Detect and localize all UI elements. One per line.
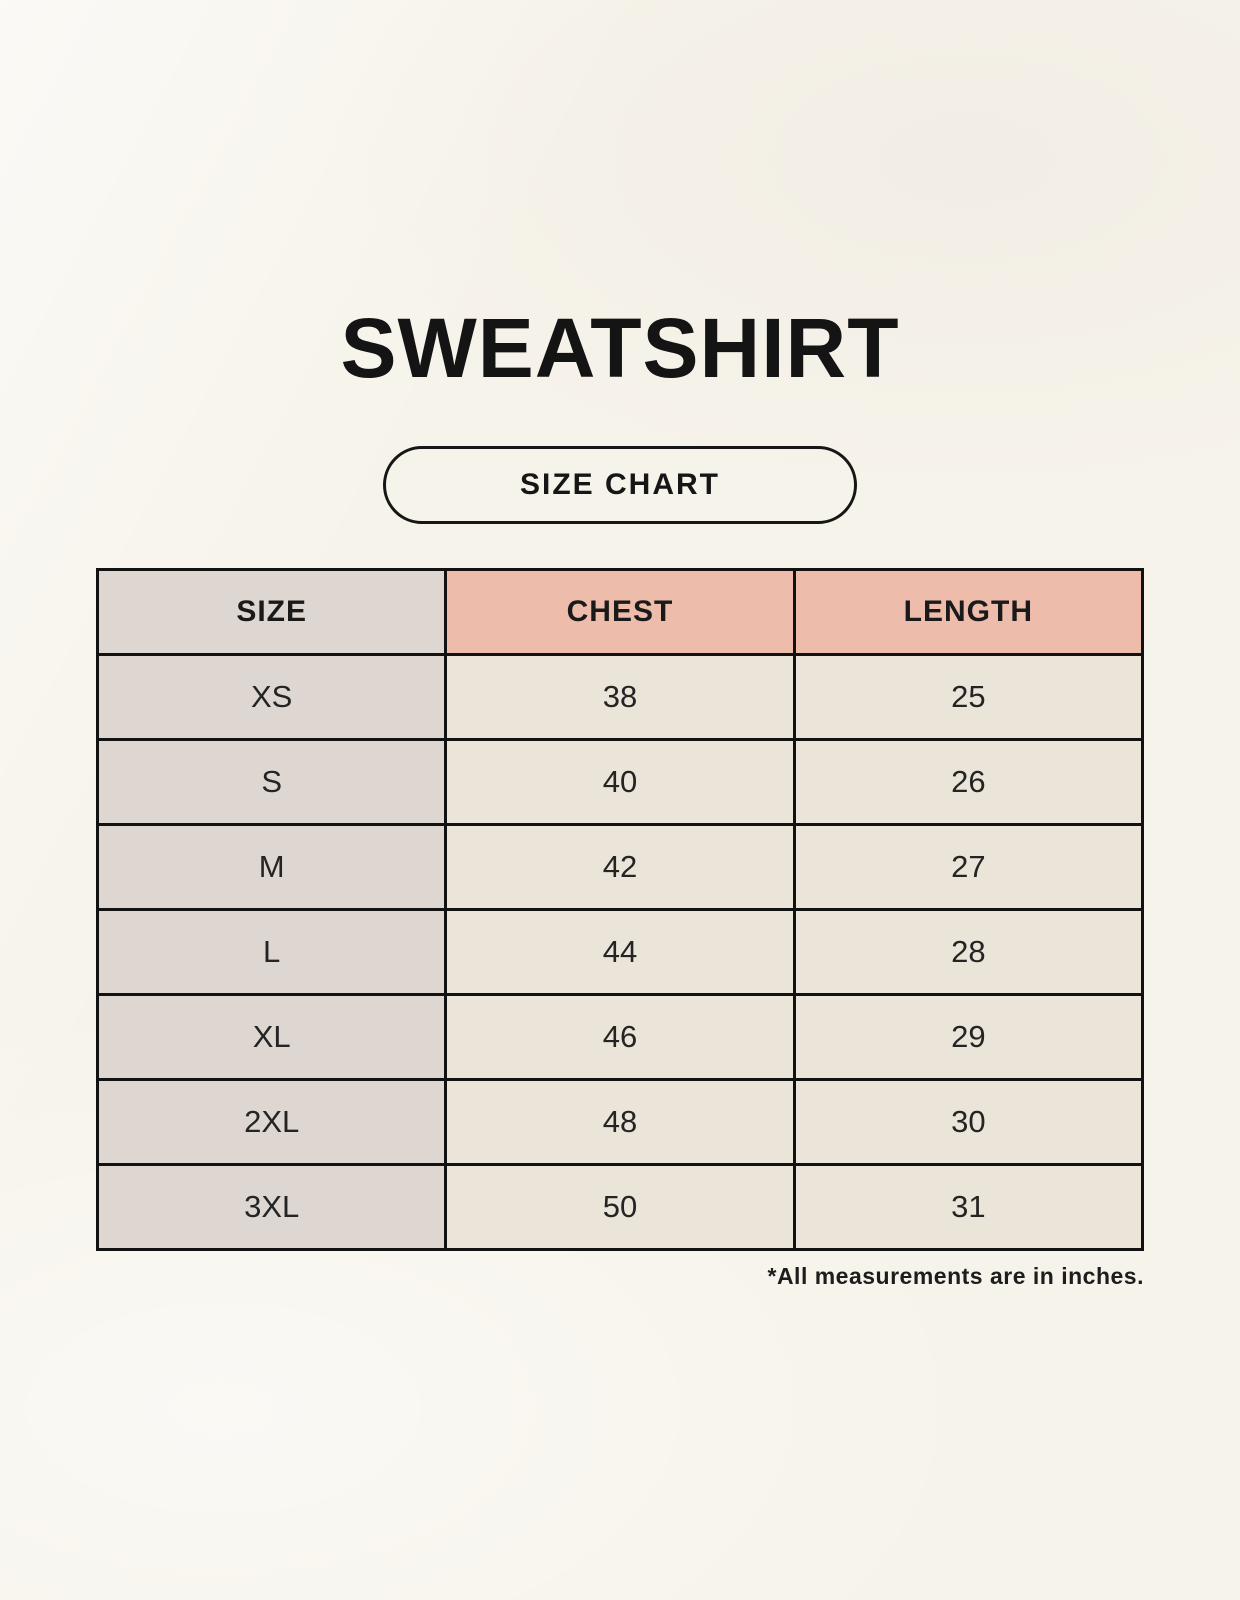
chest-cell: 42 [444, 823, 796, 911]
length-cell: 30 [792, 1078, 1145, 1166]
size-cell: S [95, 738, 448, 826]
chest-cell: 38 [444, 653, 796, 741]
length-cell: 26 [792, 738, 1145, 826]
size-cell: M [95, 823, 448, 911]
size-table-container: SIZE CHEST LENGTH XS 38 25 S 40 26 M [95, 568, 1145, 1251]
chest-cell: 46 [444, 993, 796, 1081]
table-row-xs: XS 38 25 [95, 653, 1145, 741]
table-row-m: M 42 27 [95, 823, 1145, 911]
table-row-2xl: 2XL 48 30 [95, 1078, 1145, 1166]
table-row-3xl: 3XL 50 31 [95, 1163, 1145, 1251]
size-table: SIZE CHEST LENGTH XS 38 25 S 40 26 M [95, 568, 1145, 1251]
length-cell: 25 [792, 653, 1145, 741]
chest-cell: 40 [444, 738, 796, 826]
length-cell: 27 [792, 823, 1145, 911]
length-cell: 29 [792, 993, 1145, 1081]
table-row-s: S 40 26 [95, 738, 1145, 826]
size-cell: XL [95, 993, 448, 1081]
chest-cell: 48 [444, 1078, 796, 1166]
size-cell: XS [95, 653, 448, 741]
size-table-body: XS 38 25 S 40 26 M 42 27 L 44 28 [95, 653, 1145, 1251]
column-header-chest: CHEST [444, 568, 796, 656]
size-table-header: SIZE CHEST LENGTH [95, 568, 1145, 656]
size-cell: 2XL [95, 1078, 448, 1166]
size-cell: L [95, 908, 448, 996]
column-header-size: SIZE [95, 568, 448, 656]
measurements-footnote: *All measurements are in inches. [767, 1263, 1144, 1289]
size-chart-badge: SIZE CHART [383, 446, 857, 524]
header-row: SIZE CHEST LENGTH [95, 568, 1145, 656]
table-row-l: L 44 28 [95, 908, 1145, 996]
chest-cell: 44 [444, 908, 796, 996]
column-header-length: LENGTH [792, 568, 1145, 656]
page-title: SWEATSHIRT [340, 301, 900, 395]
length-cell: 28 [792, 908, 1145, 996]
size-chart-badge-label: SIZE CHART [520, 468, 720, 501]
length-cell: 31 [792, 1163, 1145, 1251]
chest-cell: 50 [444, 1163, 796, 1251]
table-row-xl: XL 46 29 [95, 993, 1145, 1081]
size-cell: 3XL [95, 1163, 448, 1251]
